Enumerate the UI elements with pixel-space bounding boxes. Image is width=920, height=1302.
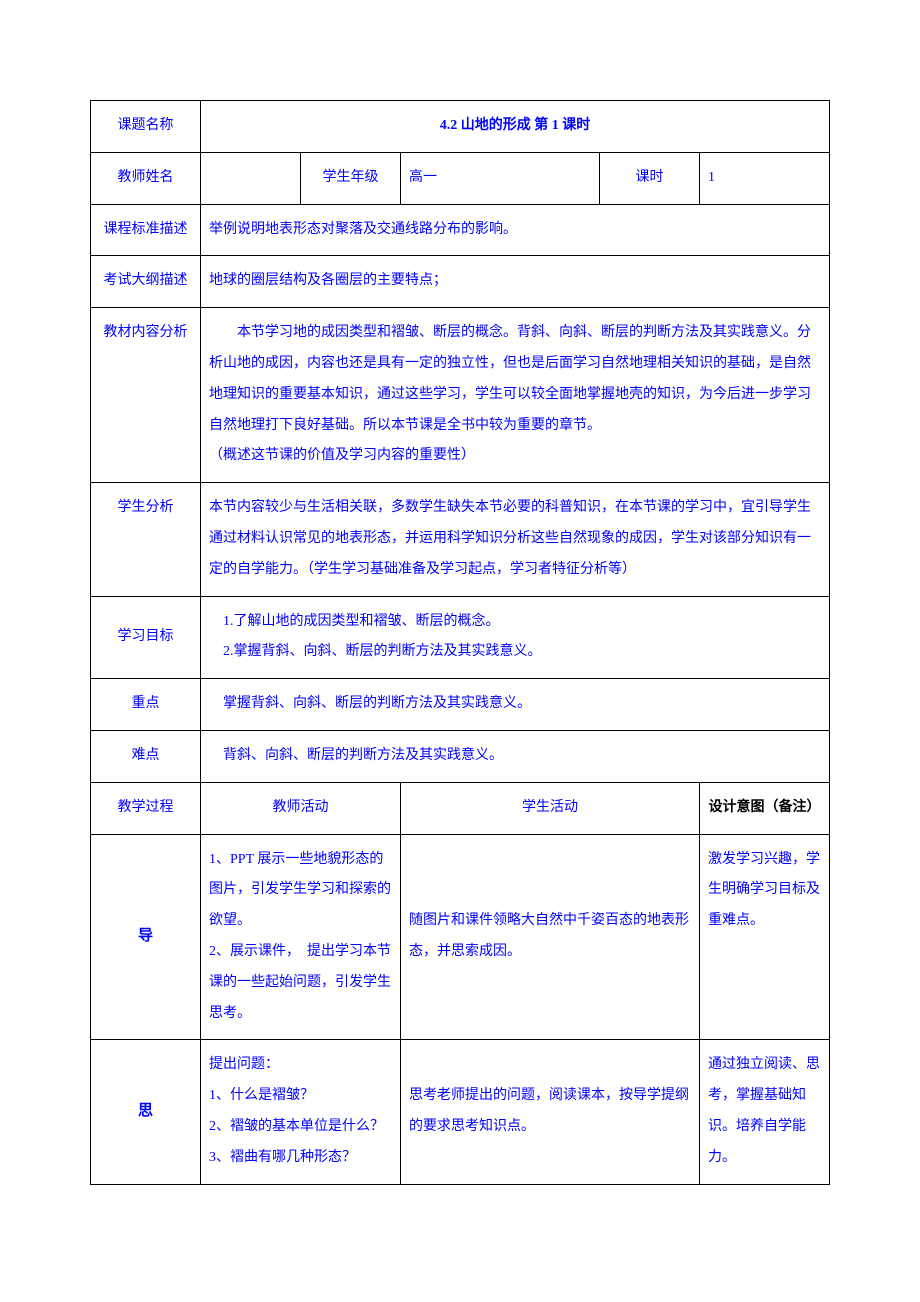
row-key-points: 重点 掌握背斜、向斜、断层的判断方法及其实践意义。 — [91, 679, 830, 731]
row-content-analysis: 教材内容分析 本节学习地的成因类型和褶皱、断层的概念。背斜、向斜、断层的判断方法… — [91, 308, 830, 483]
row-curriculum: 课程标准描述 举例说明地表形态对聚落及交通线路分布的影响。 — [91, 204, 830, 256]
cell-teacher-value — [201, 152, 301, 204]
row-title: 课题名称 4.2 山地的形成 第 1 课时 — [91, 101, 830, 153]
cell-difficulties-label: 难点 — [91, 730, 201, 782]
row-process-dao: 导 1、PPT 展示一些地貌形态的图片，引发学生学习和探索的欲望。 2、展示课件… — [91, 834, 830, 1040]
cell-learning-goals-label: 学习目标 — [91, 596, 201, 679]
cell-dao-teacher: 1、PPT 展示一些地貌形态的图片，引发学生学习和探索的欲望。 2、展示课件， … — [201, 834, 401, 1040]
cell-process-label: 教学过程 — [91, 782, 201, 834]
cell-grade-value: 高一 — [401, 152, 600, 204]
cell-student-activity-label: 学生活动 — [401, 782, 700, 834]
cell-content-analysis-label: 教材内容分析 — [91, 308, 201, 483]
cell-period-label: 课时 — [600, 152, 700, 204]
cell-difficulties-text: 背斜、向斜、断层的判断方法及其实践意义。 — [201, 730, 830, 782]
row-teacher: 教师姓名 学生年级 高一 课时 1 — [91, 152, 830, 204]
cell-dao-design: 激发学习兴趣，学生明确学习目标及重难点。 — [700, 834, 830, 1040]
row-process-si: 思 提出问题： 1、什么是褶皱？ 2、褶皱的基本单位是什么？ 3、褶曲有哪几种形… — [91, 1040, 830, 1184]
row-learning-goals: 学习目标 1.了解山地的成因类型和褶皱、断层的概念。 2.掌握背斜、向斜、断层的… — [91, 596, 830, 679]
cell-period-value: 1 — [700, 152, 830, 204]
cell-lesson-name-label: 课题名称 — [91, 101, 201, 153]
cell-si-design: 通过独立阅读、思考，掌握基础知识。培养自学能力。 — [700, 1040, 830, 1184]
cell-content-analysis-text: 本节学习地的成因类型和褶皱、断层的概念。背斜、向斜、断层的判断方法及其实践意义。… — [201, 308, 830, 483]
cell-key-points-label: 重点 — [91, 679, 201, 731]
row-difficulties: 难点 背斜、向斜、断层的判断方法及其实践意义。 — [91, 730, 830, 782]
row-process-header: 教学过程 教师活动 学生活动 设计意图（备注） — [91, 782, 830, 834]
cell-key-points-text: 掌握背斜、向斜、断层的判断方法及其实践意义。 — [201, 679, 830, 731]
cell-exam-label: 考试大纲描述 — [91, 256, 201, 308]
cell-student-analysis-text: 本节内容较少与生活相关联，多数学生缺失本节必要的科普知识，在本节课的学习中，宜引… — [201, 483, 830, 596]
cell-curriculum-label: 课程标准描述 — [91, 204, 201, 256]
cell-learning-goals-text: 1.了解山地的成因类型和褶皱、断层的概念。 2.掌握背斜、向斜、断层的判断方法及… — [201, 596, 830, 679]
cell-si-label: 思 — [91, 1040, 201, 1184]
cell-design-intent-label: 设计意图（备注） — [700, 782, 830, 834]
cell-curriculum-text: 举例说明地表形态对聚落及交通线路分布的影响。 — [201, 204, 830, 256]
cell-teacher-label: 教师姓名 — [91, 152, 201, 204]
lesson-plan-table: 课题名称 4.2 山地的形成 第 1 课时 教师姓名 学生年级 高一 课时 1 … — [90, 100, 830, 1185]
cell-exam-text: 地球的圈层结构及各圈层的主要特点； — [201, 256, 830, 308]
cell-teacher-activity-label: 教师活动 — [201, 782, 401, 834]
cell-grade-label: 学生年级 — [301, 152, 401, 204]
cell-lesson-title: 4.2 山地的形成 第 1 课时 — [201, 101, 830, 153]
cell-dao-label: 导 — [91, 834, 201, 1040]
row-exam: 考试大纲描述 地球的圈层结构及各圈层的主要特点； — [91, 256, 830, 308]
row-student-analysis: 学生分析 本节内容较少与生活相关联，多数学生缺失本节必要的科普知识，在本节课的学… — [91, 483, 830, 596]
cell-si-teacher: 提出问题： 1、什么是褶皱？ 2、褶皱的基本单位是什么？ 3、褶曲有哪几种形态？ — [201, 1040, 401, 1184]
cell-dao-student: 随图片和课件领略大自然中千姿百态的地表形态，并思索成因。 — [401, 834, 700, 1040]
cell-si-student: 思考老师提出的问题，阅读课本，按导学提纲的要求思考知识点。 — [401, 1040, 700, 1184]
cell-student-analysis-label: 学生分析 — [91, 483, 201, 596]
